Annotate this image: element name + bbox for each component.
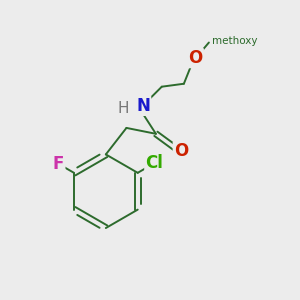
Text: Cl: Cl xyxy=(145,154,163,172)
Text: methoxy: methoxy xyxy=(212,36,257,46)
Text: N: N xyxy=(136,97,150,115)
Text: H: H xyxy=(118,101,129,116)
Text: O: O xyxy=(174,142,188,160)
Text: F: F xyxy=(53,155,64,173)
Text: O: O xyxy=(188,49,203,67)
